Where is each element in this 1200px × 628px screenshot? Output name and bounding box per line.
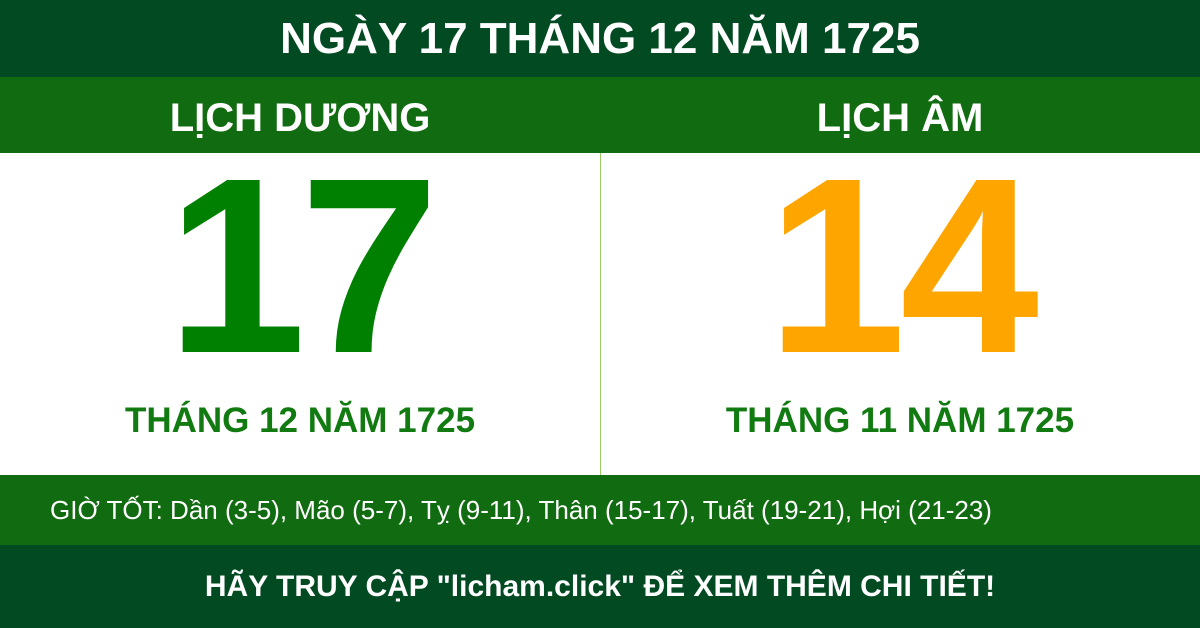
page-title: NGÀY 17 THÁNG 12 NĂM 1725 <box>0 0 1200 77</box>
calendar-body: 17 THÁNG 12 NĂM 1725 14 THÁNG 11 NĂM 172… <box>0 153 1200 475</box>
solar-label: LỊCH DƯƠNG <box>169 96 431 140</box>
calendar-header: LỊCH DƯƠNG LỊCH ÂM <box>0 77 1200 153</box>
lunar-label: LỊCH ÂM <box>816 96 984 140</box>
solar-day: 17 <box>166 161 439 371</box>
solar-column: 17 THÁNG 12 NĂM 1725 <box>0 153 600 475</box>
lunar-day: 14 <box>766 161 1039 371</box>
solar-month-year: THÁNG 12 NĂM 1725 <box>124 401 476 440</box>
column-divider <box>600 153 601 475</box>
lunar-column: 14 THÁNG 11 NĂM 1725 <box>600 153 1200 475</box>
good-hours: GIỜ TỐT: Dần (3-5), Mão (5-7), Tỵ (9-11)… <box>0 475 1200 545</box>
lunar-month-year: THÁNG 11 NĂM 1725 <box>725 401 1075 440</box>
footer-cta: HÃY TRUY CẬP "licham.click" ĐỂ XEM THÊM … <box>0 545 1200 628</box>
